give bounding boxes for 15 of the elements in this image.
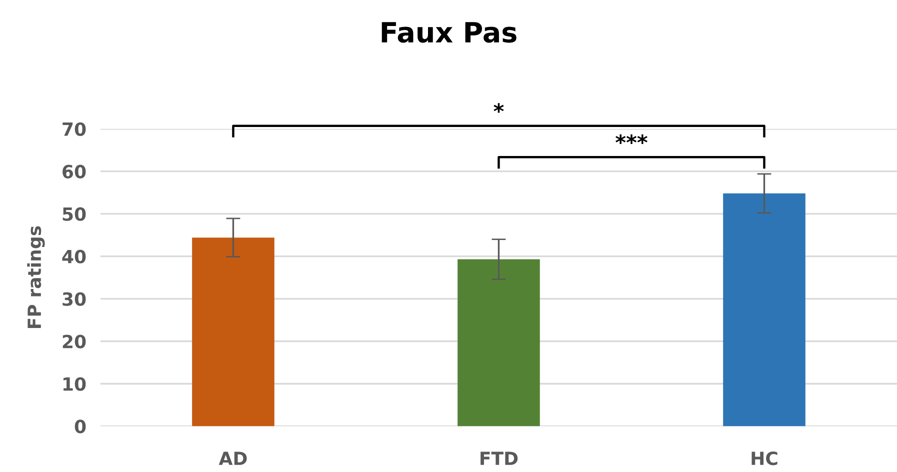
y-tick-label: 30 (62, 292, 86, 306)
x-tick-label: AD (218, 452, 247, 465)
y-tick-label: 20 (62, 334, 86, 348)
y-tick-label: 70 (62, 122, 86, 136)
y-tick-label: 0 (74, 420, 86, 434)
x-tick-label: FTD (480, 452, 518, 465)
y-tick-label: 10 (63, 377, 86, 391)
y-axis-title: FP ratings (27, 226, 45, 328)
x-tick-label: HC (752, 452, 778, 466)
chart-title: Faux Pas (382, 22, 516, 43)
annotation: *** (616, 134, 648, 144)
text: * (494, 103, 504, 113)
y-tick-label: 60 (62, 164, 86, 178)
y-tick-label: 40 (62, 250, 86, 264)
y-tick-label: 50 (62, 207, 86, 221)
